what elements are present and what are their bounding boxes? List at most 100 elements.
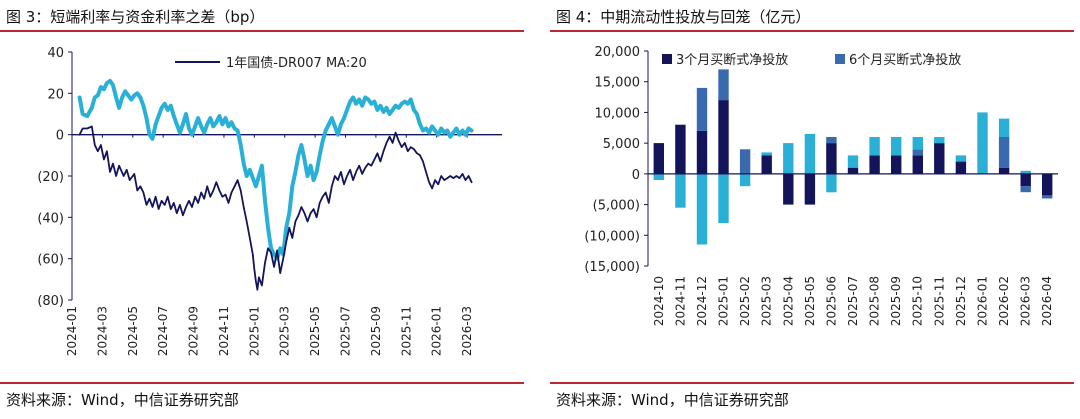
bar-segment-2025-02-s2 [739,173,751,187]
bar-segment-2026-04-s0 [1042,173,1053,196]
x-tick-label: 2025-08 [868,276,882,326]
bar-segment-2026-02-s1 [998,137,1010,168]
bar-segment-2025-01-s0 [718,100,729,174]
x-tick-label: 2025-09 [369,306,383,356]
legend-swatch [835,54,845,64]
bar-segment-2025-09-s2 [891,137,902,156]
x-tick-label: 2025-07 [846,276,860,326]
bar-segment-2025-12-s0 [955,161,967,174]
x-tick-label: 2025-03 [760,276,774,326]
y-tick-label: (20) [37,170,64,185]
x-tick-label: 2025-10 [911,276,925,326]
figure-3-title: 图 3：短端利率与资金利率之差（bp） [6,8,265,26]
y-tick-label: (60) [37,253,64,268]
bar-segment-2025-11-s2 [934,137,945,144]
x-tick-label: 2025-06 [824,276,838,326]
bar-segment-2025-05-s0 [804,173,816,205]
y-tick-label: 40 [47,46,64,61]
bar-segment-2025-11-s0 [934,143,945,174]
y-tick-label: (15,000) [584,260,640,275]
figure-4-title: 图 4：中期流动性投放与回笼（亿元） [556,8,811,26]
y-tick-label: (40) [37,211,64,226]
legend-label: 1年国债-DR007 MA:20 [226,56,367,71]
bar-segment-2025-08-s2 [869,137,880,156]
figure-4-bar-chart: 20,000 15,000 10,000 5,000 0 (5,000) (10,000) (… [584,45,1058,326]
legend-label: 6个月买断式净投放 [849,52,961,68]
bar-segment-2024-11-s2 [675,173,686,208]
x-tick-label: 2026-03 [460,306,474,356]
y-tick-label: (5,000) [593,199,640,214]
bar-segment-2025-10-s1 [912,149,923,156]
x-tick-label: 2024-07 [156,306,170,356]
bar-segment-2025-07-s2 [847,155,859,168]
bar-segment-2026-03-s0 [1020,173,1031,187]
figure-4-bottom-rule [550,382,1074,384]
x-tick-label: 2025-11 [932,276,946,326]
x-tick-label: 2024-05 [126,306,140,356]
x-tick-label: 2025-02 [738,276,752,326]
x-tick-label: 2024-11 [673,276,687,326]
x-tick-label: 2024-12 [695,276,709,326]
y-tick-label: (10,000) [584,229,640,244]
x-tick-label: 2024-03 [95,306,109,356]
series-line-ma20 [77,78,474,261]
bar-segment-2026-04-s1 [1042,195,1053,199]
x-tick-label: 2026-01 [430,306,444,356]
x-tick-label: 2026-04 [1040,276,1054,326]
bar-segment-2025-10-s0 [912,155,923,174]
x-tick-label: 2026-03 [1019,276,1033,326]
y-tick-label: 15,000 [595,76,641,91]
y-tick-label: 0 [632,168,640,183]
bar-segment-2025-10-s2 [912,137,923,150]
bar-segment-2026-02-s2 [998,118,1010,137]
bar-segment-2025-06-s0 [826,143,837,174]
bar-segment-2025-01-s1 [718,69,729,101]
bar-segment-2024-10-s0 [653,143,664,174]
bar-segment-2025-12-s2 [955,155,967,162]
x-tick-label: 2026-01 [975,276,989,326]
bar-segment-2025-06-s2 [826,173,837,193]
legend-label: 3个月买断式净投放 [676,52,788,68]
y-tick-label: (80) [37,294,64,309]
bar-segment-2024-11-s0 [675,124,686,174]
figure-4-source: 资料来源：Wind，中信证券研究部 [556,391,789,409]
y-tick-label: 5,000 [603,137,640,152]
x-tick-label: 2025-07 [338,306,352,356]
x-tick-label: 2025-11 [399,306,413,356]
bar-segment-2025-03-s2 [761,152,772,156]
bar-segment-2025-04-s0 [783,173,794,205]
figure-3-source: 资料来源：Wind，中信证券研究部 [6,391,239,409]
bar-segment-2025-08-s0 [869,155,880,174]
y-tick-label: 10,000 [595,106,641,121]
bar-segment-2024-12-s1 [696,87,708,131]
x-tick-label: 2024-09 [187,306,201,356]
x-tick-label: 2025-04 [781,276,795,326]
x-tick-label: 2024-11 [217,306,231,356]
y-tick-label: 0 [56,129,64,144]
y-tick-label: 20,000 [595,45,641,60]
x-tick-label: 2025-12 [954,276,968,326]
x-tick-label: 2026-02 [997,276,1011,326]
figure-4-panel: 图 4：中期流动性投放与回笼（亿元） 20,000 15,000 10,000 5,0… [550,0,1080,419]
figure-3-line-chart: 40 20 0 (20) (40) (60) (80)2024-01 2024-03 2024-… [37,46,502,356]
legend: 1年国债-DR007 MA:20 [175,56,367,71]
bar-segment-2025-07-s0 [847,167,859,174]
y-tick-label: 20 [47,87,64,102]
bar-segment-2025-04-s2 [783,143,794,174]
x-tick-label: 2024-10 [652,276,666,326]
figure-3-panel: 图 3：短端利率与资金利率之差（bp） 40 20 0 (20) (40) (60) (80… [0,0,530,419]
x-tick-label: 2025-05 [308,306,322,356]
bar-segment-2025-01-s2 [718,173,729,223]
x-tick-label: 2025-05 [803,276,817,326]
bar-segment-2026-02-s0 [998,167,1010,174]
bar-segment-2025-03-s0 [761,155,772,174]
bar-segment-2024-12-s0 [696,130,708,174]
bar-segment-2024-12-s2 [696,173,708,245]
x-tick-label: 2025-01 [717,276,731,326]
figure-3-top-rule [0,30,524,32]
x-tick-label: 2025-09 [889,276,903,326]
x-tick-label: 2025-01 [247,306,261,356]
legend: 3个月买断式净投放 6个月买断式净投放 [662,52,961,68]
bar-segment-2025-09-s0 [891,155,902,174]
x-tick-label: 2025-03 [278,306,292,356]
